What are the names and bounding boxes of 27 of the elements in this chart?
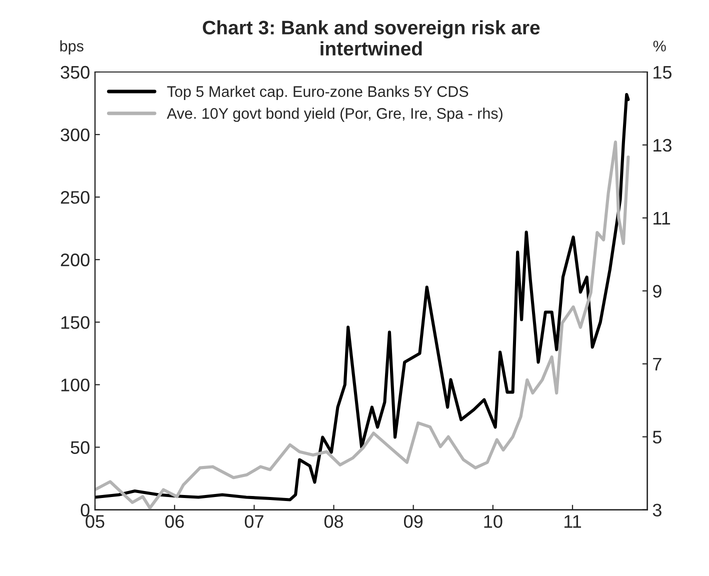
x-tick-label: 05: [86, 515, 104, 528]
x-tick-label: 11: [564, 515, 582, 528]
y2-tick-label: 7: [653, 358, 662, 370]
y-tick-label: 300: [60, 128, 90, 142]
y2-tick-label: 5: [652, 430, 662, 444]
x-tick-label: 08: [324, 515, 344, 528]
y2-tick-label: 3: [652, 504, 662, 516]
y2-tick-label: 11: [654, 212, 670, 224]
chart-title: Chart 3: Bank and sovereign risk are intertwined: [202, 20, 540, 56]
y-tick-label: 250: [60, 191, 90, 204]
y2-axis-title: %: [653, 40, 666, 52]
legend-label: Top 5 Market cap. Euro-zone Banks 5Y CDS: [167, 86, 468, 100]
y2-tick-label: 13: [654, 138, 672, 152]
y2-tick-label: 9: [653, 284, 662, 298]
y-tick-label: 50: [70, 441, 90, 454]
y-tick-label: 350: [60, 66, 90, 79]
x-tick-label: 07: [244, 515, 264, 528]
y-tick-label: 0: [80, 504, 90, 516]
y-tick-label: 150: [61, 316, 90, 329]
y-axis-title: bps: [60, 40, 84, 54]
y-tick-label: 100: [61, 378, 90, 392]
legend-label: Ave. 10Y govt bond yield (Por, Gre, Ire, Spa - rhs): [166, 108, 502, 122]
y2-tick-label: 15: [654, 66, 672, 79]
x-tick-label: 06: [165, 515, 184, 528]
y-tick-label: 200: [60, 254, 90, 266]
x-tick-label: 09: [404, 515, 423, 528]
x-tick-label: 10: [484, 515, 502, 528]
